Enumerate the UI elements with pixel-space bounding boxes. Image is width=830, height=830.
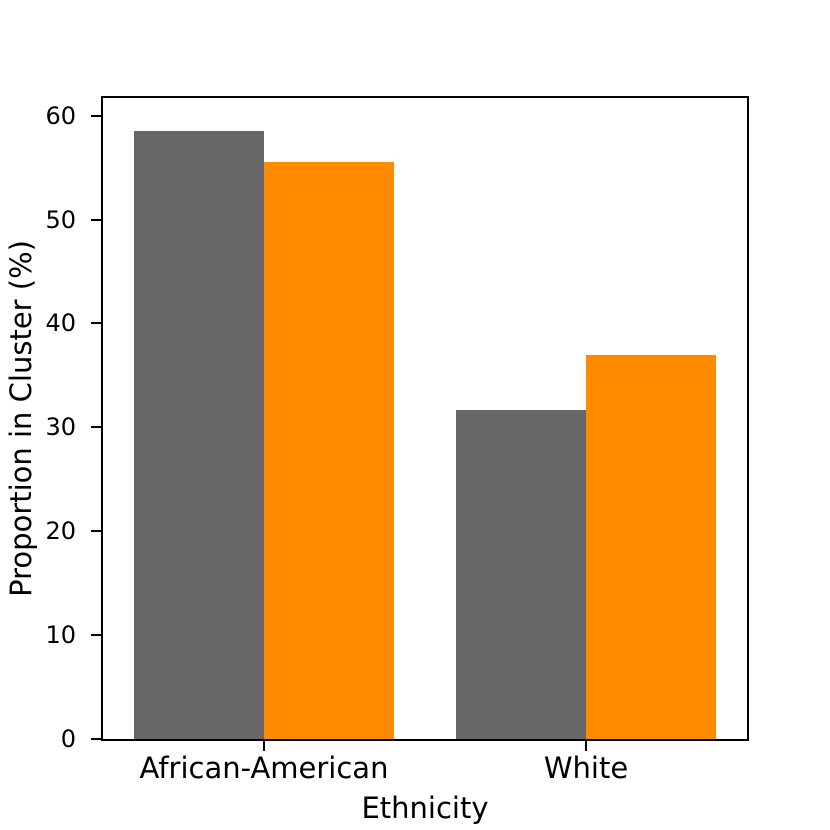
bar-orange-white: [586, 354, 716, 739]
y-tick-mark-60: [91, 114, 101, 117]
x-axis-label: Ethnicity: [361, 791, 489, 825]
y-tick-label-50: 50: [45, 205, 76, 234]
y-tick-mark-20: [91, 530, 101, 533]
x-tick-label-white: White: [543, 751, 629, 785]
x-tick-mark-1: [263, 741, 265, 751]
y-tick-label-0: 0: [60, 725, 76, 753]
y-tick-mark-50: [91, 218, 101, 221]
y-axis-label-container: Proportion in Cluster (%): [2, 96, 42, 741]
bar-gray-white: [456, 409, 586, 739]
y-axis-label: Proportion in Cluster (%): [4, 240, 39, 597]
y-tick-mark-0: [91, 738, 101, 740]
x-tick-mark-2: [585, 741, 587, 751]
y-tick-label-60: 60: [45, 101, 76, 130]
y-tick-mark-30: [91, 426, 101, 429]
bar-gray-african-american: [134, 131, 264, 739]
y-tick-label-20: 20: [45, 517, 76, 546]
y-tick-label-10: 10: [45, 621, 76, 650]
bar-orange-african-american: [264, 162, 394, 739]
y-tick-mark-10: [91, 634, 101, 637]
y-tick-mark-40: [91, 322, 101, 325]
y-tick-label-30: 30: [45, 413, 76, 442]
y-tick-label-40: 40: [45, 309, 76, 338]
x-tick-label-african-american: African-American: [139, 751, 389, 785]
plot-area: 0 10 20 30 40 50 60 African-American White: [45, 96, 749, 785]
